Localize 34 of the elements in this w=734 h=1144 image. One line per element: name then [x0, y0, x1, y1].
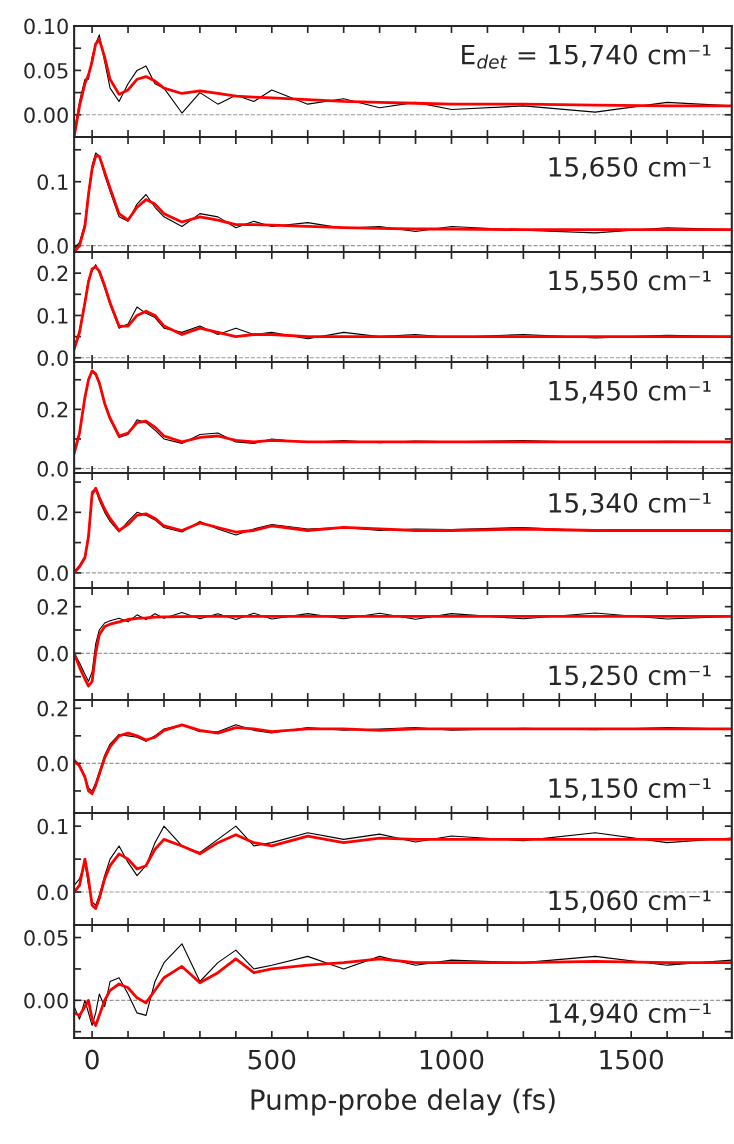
x-tick-label: 1500 [600, 1049, 663, 1070]
y-tick-label: 0.1 [37, 818, 68, 835]
y-tick-label: 0.00 [24, 107, 68, 124]
y-tick-label: 0.0 [37, 461, 68, 477]
annotation: 15,450 cm⁻¹ [549, 380, 711, 404]
annotation: 14,940 cm⁻¹ [549, 1003, 711, 1026]
y-tick-label: 0.2 [37, 401, 68, 418]
x-tick-label: 0 [85, 1049, 99, 1070]
annotation: 15,060 cm⁻¹ [549, 890, 711, 913]
y-tick-label: 0.2 [37, 599, 68, 615]
y-tick-label: 0.2 [37, 265, 68, 282]
annotation: 15,150 cm⁻¹ [549, 778, 711, 801]
y-tick-label: 0.05 [24, 930, 68, 946]
y-tick-label: 0.0 [37, 645, 68, 662]
y-tick-label: 0.00 [24, 992, 68, 1009]
annotation: 15,550 cm⁻¹ [549, 270, 711, 294]
y-tick-label: 0.10 [24, 18, 68, 35]
annotation: 15,650 cm⁻¹ [549, 156, 711, 180]
y-tick-label: 0.0 [37, 755, 68, 772]
y-tick-label: 0.0 [37, 350, 68, 366]
y-tick-label: 0.2 [37, 700, 68, 717]
y-tick-label: 0.1 [37, 174, 68, 190]
annotation: 15,340 cm⁻¹ [549, 492, 711, 516]
y-tick-label: 0.2 [37, 504, 68, 521]
y-tick-label: 0.0 [37, 565, 68, 582]
x-axis-title: Pump-probe delay (fs) [251, 1088, 555, 1116]
annotation: 15,250 cm⁻¹ [549, 665, 711, 688]
x-tick-label: 500 [248, 1049, 296, 1070]
y-tick-label: 0.0 [37, 884, 68, 901]
annotation: E$_{det}$ = 15,740 cm⁻¹ [462, 44, 711, 69]
y-tick-label: 0.1 [37, 307, 68, 324]
y-tick-label: 0.05 [24, 62, 68, 79]
y-tick-label: 0.0 [37, 238, 68, 254]
x-tick-label: 1000 [420, 1049, 484, 1070]
